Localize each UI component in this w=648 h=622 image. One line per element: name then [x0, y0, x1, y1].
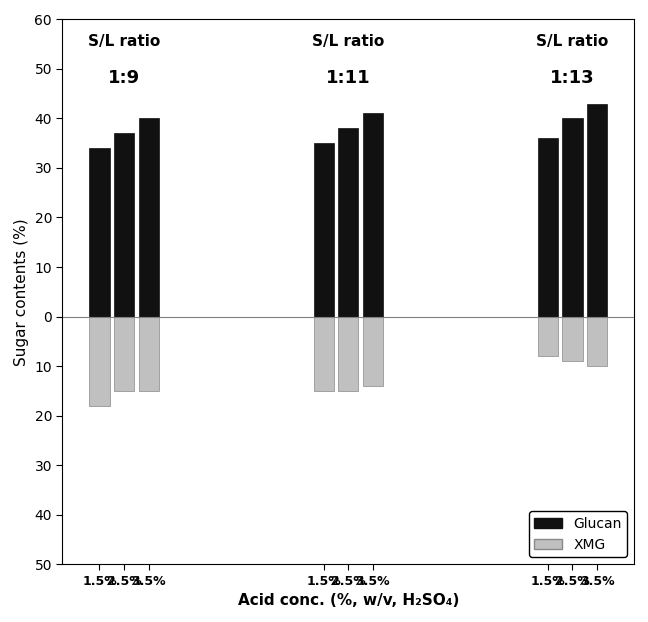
Bar [363, 113, 383, 317]
Bar [338, 128, 358, 317]
Text: S/L ratio: S/L ratio [88, 34, 160, 49]
Bar [587, 104, 607, 317]
Legend: Glucan, XMG: Glucan, XMG [529, 511, 627, 557]
Bar [114, 133, 134, 317]
X-axis label: Acid conc. (%, w/v, H₂SO₄): Acid conc. (%, w/v, H₂SO₄) [238, 593, 459, 608]
Bar [562, 118, 583, 317]
Text: 1:9: 1:9 [108, 69, 140, 87]
Y-axis label: Sugar contents (%): Sugar contents (%) [14, 218, 29, 366]
Text: S/L ratio: S/L ratio [312, 34, 384, 49]
Bar [562, 317, 583, 361]
Bar [89, 317, 110, 406]
Bar [338, 317, 358, 391]
Bar [363, 317, 383, 386]
Bar [139, 118, 159, 317]
Bar [538, 317, 558, 356]
Bar [314, 143, 334, 317]
Bar [139, 317, 159, 391]
Bar [538, 138, 558, 317]
Text: 1:13: 1:13 [550, 69, 595, 87]
Bar [314, 317, 334, 391]
Bar [114, 317, 134, 391]
Bar [587, 317, 607, 366]
Bar [89, 148, 110, 317]
Text: S/L ratio: S/L ratio [537, 34, 608, 49]
Text: 1:11: 1:11 [326, 69, 371, 87]
